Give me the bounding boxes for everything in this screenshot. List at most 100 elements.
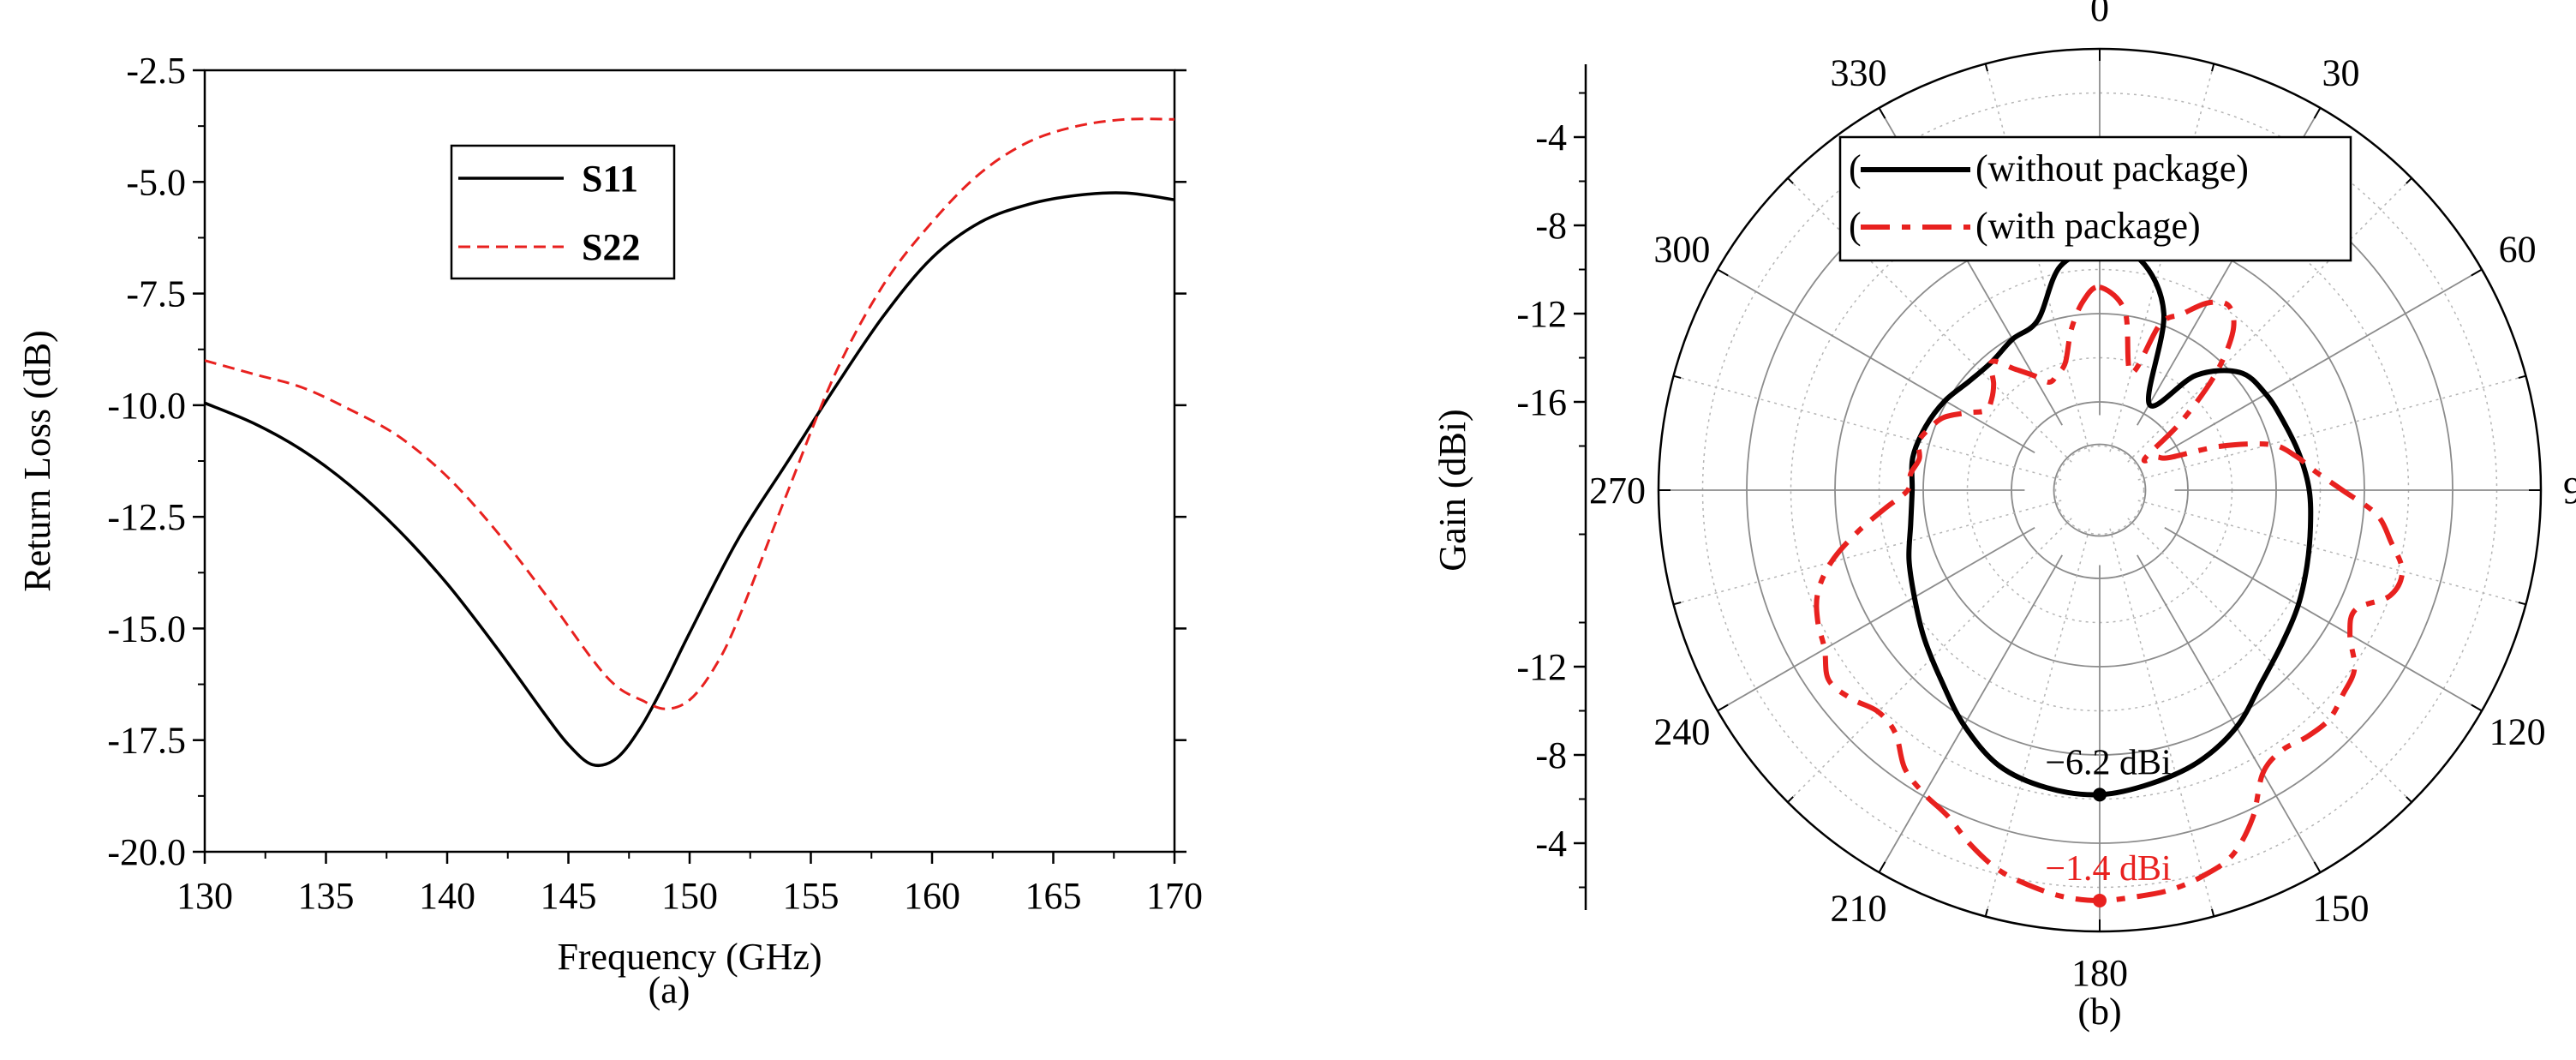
inner-ring [2053, 443, 2147, 537]
legend-label-s11: S11 [582, 158, 638, 200]
legend-prefix-with: ( [1849, 205, 1862, 247]
major-grid-spoke [1878, 554, 2064, 873]
y-tick-labels: -20.0 -17.5 -15.0 -12.5 -10.0 -7.5 -5.0 -2.5 [107, 50, 186, 873]
minor-grid-spoke [2127, 177, 2412, 463]
outer-angle-tick [1878, 107, 1886, 119]
outer-angle-tick [2313, 107, 2322, 119]
outer-angle-tick [2210, 908, 2215, 917]
outer-angle-tick [2313, 861, 2322, 873]
angle-tick-label: 240 [1653, 711, 1710, 753]
panel-a-line-chart: -20.0 -17.5 -15.0 -12.5 -10.0 -7.5 -5.0 -2.5 13… [16, 50, 1203, 1011]
minor-grid-spoke [2109, 528, 2215, 917]
minor-grid-spoke [1787, 177, 2072, 463]
series-line-s22 [205, 117, 1174, 710]
minor-grid-spoke [2127, 518, 2412, 803]
angle-tick-label: 150 [2313, 888, 2370, 930]
angle-tick-label: 0 [2090, 0, 2109, 29]
panel-label-b: (b) [2077, 991, 2121, 1033]
x-tick-label: 145 [541, 875, 597, 917]
peak-label-without-package: −6.2 dBi [2045, 743, 2171, 782]
x-tick-label: 165 [1025, 875, 1082, 917]
major-grid-spoke [2136, 554, 2322, 873]
radial-axis-tick-label: -12 [1516, 293, 1567, 335]
outer-angle-tick [1717, 704, 1729, 712]
y-tick-label: -10.0 [107, 385, 186, 427]
angle-tick-labels: 0 30 60 90 120 150 180 210 240 270 300 330 [1589, 0, 2576, 994]
outer-angle-tick [2471, 268, 2483, 277]
polar-line-without-package [1906, 246, 2314, 798]
y-tick-label: -7.5 [126, 273, 186, 315]
x-tick-label: 135 [298, 875, 355, 917]
outer-angle-tick [1984, 908, 1989, 917]
x-tick-label: 155 [783, 875, 840, 917]
outer-angle-tick [2406, 796, 2412, 803]
legend-label-with-package: (with package) [1975, 205, 2201, 247]
outer-angle-tick [2518, 601, 2526, 606]
major-grid-spoke [2164, 526, 2483, 712]
x-tick-label: 130 [176, 875, 233, 917]
y-axis-ticks [193, 69, 1186, 853]
peak-label-with-package: −1.4 dBi [2045, 849, 2171, 889]
legend: S11 S22 [450, 144, 676, 280]
panel-b-polar-chart: 0306090120150180210240270300330 -4-8-12-… [1431, 0, 2576, 1033]
gain-axis-label: Gain (dBi) [1431, 409, 1473, 571]
angle-tick-label: 270 [1589, 470, 1646, 512]
polar-legend: ( (without package) ( (with package) [1838, 135, 2352, 262]
major-grid-spoke [1717, 268, 2035, 454]
y-tick-label: -12.5 [107, 496, 186, 538]
y-tick-label: -17.5 [107, 720, 186, 762]
polar-annotations: −6.2 dBi −1.4 dBi [2045, 743, 2172, 907]
minor-grid-spoke [1673, 500, 2062, 606]
minor-grid-ring [2054, 445, 2145, 536]
outer-angle-tick [1878, 861, 1886, 873]
x-axis-ticks [203, 852, 1176, 864]
legend-box [450, 144, 676, 280]
y-tick-label: -2.5 [126, 50, 186, 92]
angle-tick-label: 120 [2489, 711, 2546, 753]
angle-tick-label: 60 [2499, 229, 2537, 271]
angle-tick-label: 90 [2563, 470, 2576, 512]
outer-angle-tick [1673, 601, 1682, 606]
radial-axis-tick-label: -12 [1516, 646, 1567, 688]
legend-label-without-package: (without package) [1975, 147, 2249, 189]
outer-angle-tick [1787, 796, 1794, 803]
radial-axis: -4 -8 -12 -16 -12 -8 -4 [1516, 64, 1587, 910]
outer-angle-tick [1673, 374, 1682, 380]
radial-axis-tick-label: -8 [1535, 205, 1567, 247]
major-grid-ring [2011, 401, 2189, 579]
angle-tick-label: 180 [2071, 952, 2128, 994]
radial-axis-tick-label: -4 [1535, 823, 1567, 865]
y-tick-label: -5.0 [126, 161, 186, 203]
radial-axis-tick-label: -4 [1535, 117, 1567, 159]
y-tick-label: -15.0 [107, 608, 186, 650]
minor-grid-spoke [2137, 374, 2526, 481]
peak-marker-without-package [2093, 788, 2107, 802]
radial-axis-tick-label: -16 [1516, 381, 1567, 423]
minor-grid-spoke [1673, 374, 2062, 481]
outer-angle-tick [2471, 704, 2483, 712]
series-lines [205, 117, 1174, 768]
x-tick-labels: 130 135 140 145 150 155 160 165 170 [176, 875, 1203, 917]
outer-angle-tick [2518, 374, 2526, 380]
angle-tick-label: 30 [2322, 51, 2360, 93]
polar-line-with-package [1814, 284, 2406, 903]
radial-axis-tick-label: -8 [1535, 734, 1567, 776]
outer-angle-tick [1984, 63, 1989, 72]
angle-tick-label: 330 [1831, 51, 1887, 93]
legend-prefix-without: ( [1849, 147, 1862, 189]
outer-angle-tick [1717, 268, 1729, 277]
polar-legend-box [1838, 135, 2352, 262]
minor-grid-spoke [1984, 528, 2090, 917]
x-tick-label: 150 [661, 875, 718, 917]
y-axis-label: Return Loss (dB) [16, 330, 58, 592]
angle-tick-label: 300 [1653, 229, 1710, 271]
y-tick-label: -20.0 [107, 831, 186, 873]
x-tick-label: 170 [1146, 875, 1203, 917]
outer-angle-tick [1787, 177, 1794, 184]
polar-series-lines [1814, 246, 2406, 903]
x-tick-label: 140 [419, 875, 475, 917]
panel-label-a: (a) [648, 969, 690, 1011]
major-grid-spoke [2164, 268, 2483, 454]
series-line-s11 [205, 191, 1174, 768]
